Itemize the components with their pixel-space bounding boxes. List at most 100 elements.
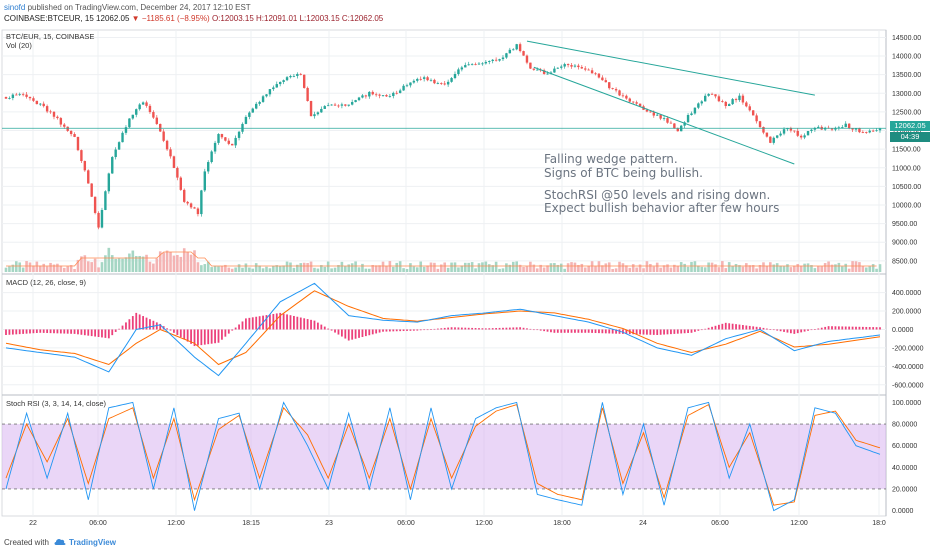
macd-histogram-bar — [515, 327, 518, 330]
macd-histogram-bar — [464, 327, 467, 330]
volume-bar — [659, 267, 662, 272]
author-link[interactable]: sinofd — [4, 3, 26, 12]
chart-area[interactable]: 8500.00 9000.00 9500.00 10000.00 10500.00 110… — [0, 28, 932, 536]
macd-histogram-bar — [512, 327, 515, 330]
volume-bar — [371, 265, 375, 272]
macd-tick-label: 0.0000 — [892, 327, 914, 334]
macd-histogram-bar — [152, 320, 155, 330]
volume-bar — [62, 267, 66, 272]
volume-bar — [491, 265, 494, 272]
candle-body — [803, 135, 806, 138]
countdown-badge: 04:39 — [890, 132, 930, 142]
candle-body — [385, 95, 388, 97]
volume-bar — [820, 266, 824, 272]
candle-body — [618, 90, 621, 96]
volume-bar — [299, 263, 303, 272]
volume-bar — [241, 267, 244, 272]
macd-histogram-bar — [70, 329, 73, 334]
candle-body — [207, 162, 210, 172]
volume-bar — [275, 265, 279, 272]
volume-bar — [779, 265, 782, 272]
macd-histogram-bar — [625, 329, 628, 335]
macd-histogram-bar — [495, 328, 498, 330]
macd-histogram-bar — [687, 329, 689, 334]
macd-histogram-bar — [224, 329, 227, 337]
volume-bar — [45, 266, 49, 272]
candle-body — [258, 101, 261, 104]
candle-body — [63, 124, 66, 127]
volume-bar — [789, 267, 793, 272]
macd-histogram-bar — [221, 329, 223, 340]
volume-bar — [392, 266, 395, 272]
volume-bar — [138, 255, 141, 272]
candle-body — [299, 73, 302, 75]
volume-bar — [738, 265, 741, 272]
macd-histogram-bar — [642, 329, 645, 335]
volume-bar — [669, 267, 673, 272]
candle-body — [90, 183, 93, 197]
volume-bar — [285, 261, 289, 272]
last-price: 12062.05 — [96, 14, 130, 23]
volume-bar — [104, 255, 107, 272]
volume-bar — [176, 254, 179, 272]
volume-bar — [439, 264, 443, 272]
candle-body — [261, 96, 265, 102]
volume-bar — [220, 266, 224, 272]
volume-bar — [93, 258, 97, 272]
candle-body — [745, 102, 748, 107]
macd-histogram-bar — [532, 329, 535, 331]
candle-body — [823, 127, 827, 130]
macd-histogram-bar — [848, 326, 851, 330]
volume-bar — [631, 264, 635, 272]
macd-signal-line — [5, 290, 881, 366]
macd-histogram-bar — [265, 315, 268, 330]
candle-body — [762, 126, 765, 133]
volume-bar — [782, 266, 786, 272]
macd-histogram-bar — [320, 324, 323, 330]
volume-bar — [313, 267, 316, 272]
candle-body — [248, 112, 251, 117]
candle-body — [189, 203, 193, 208]
volume-bar — [515, 261, 518, 272]
candle-body — [87, 170, 90, 184]
candle-body — [422, 77, 426, 79]
volume-bar — [52, 264, 56, 272]
volume-bar — [32, 265, 35, 272]
volume-bar — [258, 265, 261, 272]
candle-body — [316, 112, 320, 115]
macd-histogram-bar — [159, 323, 162, 330]
candle-body — [481, 63, 484, 65]
candle-body — [738, 95, 741, 101]
volume-bar — [840, 266, 844, 272]
candle-body — [83, 161, 87, 171]
volume-bar — [529, 261, 532, 272]
candle-body — [412, 80, 416, 83]
macd-histogram-bar — [299, 317, 302, 330]
macd-histogram-bar — [73, 329, 76, 334]
chart-canvas[interactable]: 8500.00 9000.00 9500.00 10000.00 10500.00 110… — [0, 28, 932, 536]
volume-bar — [868, 266, 872, 272]
macd-histogram-bar — [11, 329, 14, 335]
macd-histogram-bar — [567, 329, 570, 333]
macd-histogram-bar — [436, 328, 439, 330]
macd-histogram-bar — [316, 322, 319, 330]
macd-histogram-bar — [18, 329, 21, 335]
volume-bar — [11, 264, 15, 272]
volume-bar — [200, 265, 203, 272]
macd-histogram-bar — [217, 329, 220, 343]
macd-histogram-bar — [22, 329, 25, 334]
time-tick-label: 18:00 — [553, 520, 571, 527]
candle-body — [584, 68, 587, 70]
volume-bar — [422, 266, 426, 272]
annotation-line-3: StochRSI @50 levels and rising down. — [544, 188, 771, 202]
volume-bar — [628, 267, 632, 272]
macd-histogram-bar — [138, 314, 141, 330]
macd-histogram-bar — [131, 316, 134, 330]
price-tick-label: 11000.00 — [892, 165, 921, 172]
macd-histogram-bar — [111, 329, 114, 336]
macd-histogram-bar — [101, 329, 103, 338]
volume-bar — [570, 262, 573, 272]
tradingview-brand[interactable]: TradingView — [69, 538, 116, 547]
volume-pane-title: Vol (20) — [6, 41, 32, 50]
volume-bar — [837, 262, 841, 272]
